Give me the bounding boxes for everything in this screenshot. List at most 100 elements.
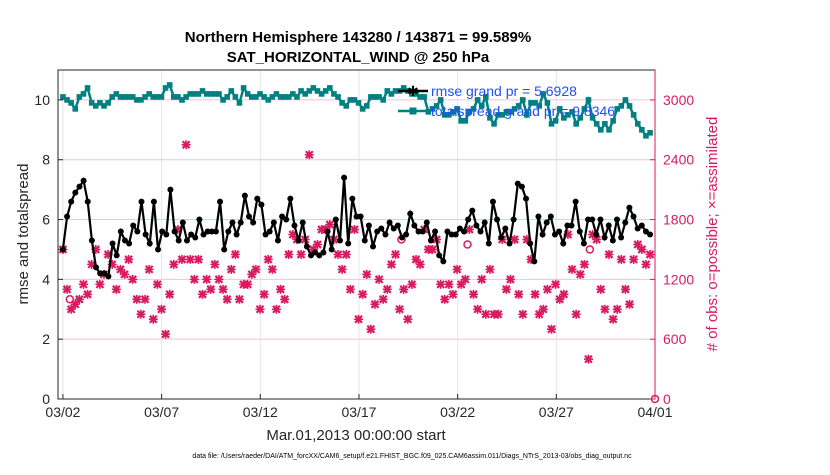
assimilated-point xyxy=(354,314,364,324)
assimilated-point xyxy=(214,274,224,284)
totalspread-point xyxy=(175,94,181,100)
totalspread-point xyxy=(487,115,493,121)
assimilated-point xyxy=(612,304,622,314)
rmse-point xyxy=(84,198,91,205)
rmse-point xyxy=(456,225,463,232)
totalspread-point xyxy=(335,94,341,100)
assimilated-point xyxy=(620,284,630,294)
assimilated-point xyxy=(144,264,154,274)
rmse-point xyxy=(489,198,496,205)
totalspread-point xyxy=(499,112,506,118)
rmse-point xyxy=(262,231,269,238)
rmse-point xyxy=(283,216,290,223)
rmse-point xyxy=(295,237,302,244)
totalspread-point xyxy=(216,91,222,97)
rmse-point xyxy=(324,228,331,235)
rmse-point xyxy=(423,219,430,226)
totalspread-point xyxy=(80,91,87,97)
totalspread-point xyxy=(134,97,140,103)
rmse-point xyxy=(432,228,439,235)
assimilated-point xyxy=(345,284,355,294)
rmse-point xyxy=(109,240,116,247)
assimilated-point xyxy=(276,284,286,294)
totalspread-point xyxy=(310,85,317,91)
rmse-point xyxy=(208,228,215,235)
totalspread-point xyxy=(290,91,296,97)
totalspread-point xyxy=(626,103,633,109)
assimilated-point xyxy=(234,294,244,304)
totalspread-point xyxy=(146,91,152,97)
totalspread-point xyxy=(158,94,165,100)
totalspread-point xyxy=(585,97,592,103)
y-tick-label-left: 0 xyxy=(42,391,50,407)
assimilated-point xyxy=(637,244,647,254)
rmse-point xyxy=(341,174,348,181)
totalspread-point xyxy=(454,106,460,112)
y-axis-right-label: # of obs: o=possible; ×=assimilated xyxy=(704,117,721,352)
assimilated-point xyxy=(575,269,585,279)
totalspread-point xyxy=(491,121,497,127)
assimilated-point xyxy=(551,279,561,289)
totalspread-point xyxy=(187,91,194,97)
totalspread-point xyxy=(602,121,608,127)
totalspread-point xyxy=(220,97,226,103)
totalspread-point xyxy=(388,91,395,97)
totalspread-point xyxy=(285,94,292,100)
chart-title-line1: Northern Hemisphere 143280 / 143871 = 99… xyxy=(185,29,531,46)
assimilated-point xyxy=(132,294,142,304)
totalspread-point xyxy=(322,88,329,94)
assimilated-point xyxy=(399,284,409,294)
assimilated-point xyxy=(452,264,462,274)
totalspread-point xyxy=(101,103,107,109)
assimilated-point xyxy=(95,279,105,289)
rmse-point xyxy=(138,198,145,205)
totalspread-point xyxy=(117,94,124,100)
rmse-point xyxy=(560,240,567,247)
totalspread-point xyxy=(72,106,79,112)
data-file-footer: data file: /Users/raeder/DAI/ATM_forcXX/… xyxy=(192,453,632,460)
rmse-point xyxy=(415,228,422,235)
assimilated-point xyxy=(362,269,372,279)
rmse-point xyxy=(523,195,530,202)
rmse-point xyxy=(204,228,211,235)
assimilated-point xyxy=(645,249,655,259)
totalspread-point xyxy=(429,106,436,112)
rmse-point xyxy=(589,216,596,223)
assimilated-point xyxy=(464,225,474,235)
totalspread-point xyxy=(199,88,206,94)
assimilated-point xyxy=(136,309,146,319)
assimilated-point xyxy=(181,140,191,150)
totalspread-point xyxy=(240,85,247,91)
rmse-point xyxy=(126,240,133,247)
y-tick-label-left: 8 xyxy=(42,152,50,168)
totalspread-point xyxy=(97,100,103,106)
totalspread-point xyxy=(359,106,366,112)
rmse-point xyxy=(365,222,372,229)
y-tick-label-right: 600 xyxy=(663,331,687,347)
rmse-point xyxy=(481,219,488,226)
assimilated-point xyxy=(481,309,491,319)
rmse-point xyxy=(556,228,563,235)
totalspread-point xyxy=(113,91,120,97)
assimilated-point xyxy=(263,254,273,264)
rmse-point xyxy=(647,231,654,238)
assimilated-point xyxy=(604,249,614,259)
assimilated-point xyxy=(391,249,401,259)
rmse-point xyxy=(622,219,629,226)
rmse-point xyxy=(212,228,219,235)
totalspread-point xyxy=(556,106,563,112)
assimilated-point xyxy=(608,314,618,324)
assimilated-point xyxy=(271,304,281,314)
totalspread-point xyxy=(380,97,386,103)
totalspread-point xyxy=(60,94,66,100)
totalspread-point xyxy=(446,112,452,118)
totalspread-point xyxy=(170,94,177,100)
rmse-point xyxy=(312,249,319,256)
rmse-point xyxy=(233,231,240,238)
totalspread-point xyxy=(552,118,559,124)
rmse-point xyxy=(469,207,476,214)
rmse-point xyxy=(572,198,579,205)
totalspread-point xyxy=(593,121,600,127)
totalspread-point xyxy=(400,85,407,91)
